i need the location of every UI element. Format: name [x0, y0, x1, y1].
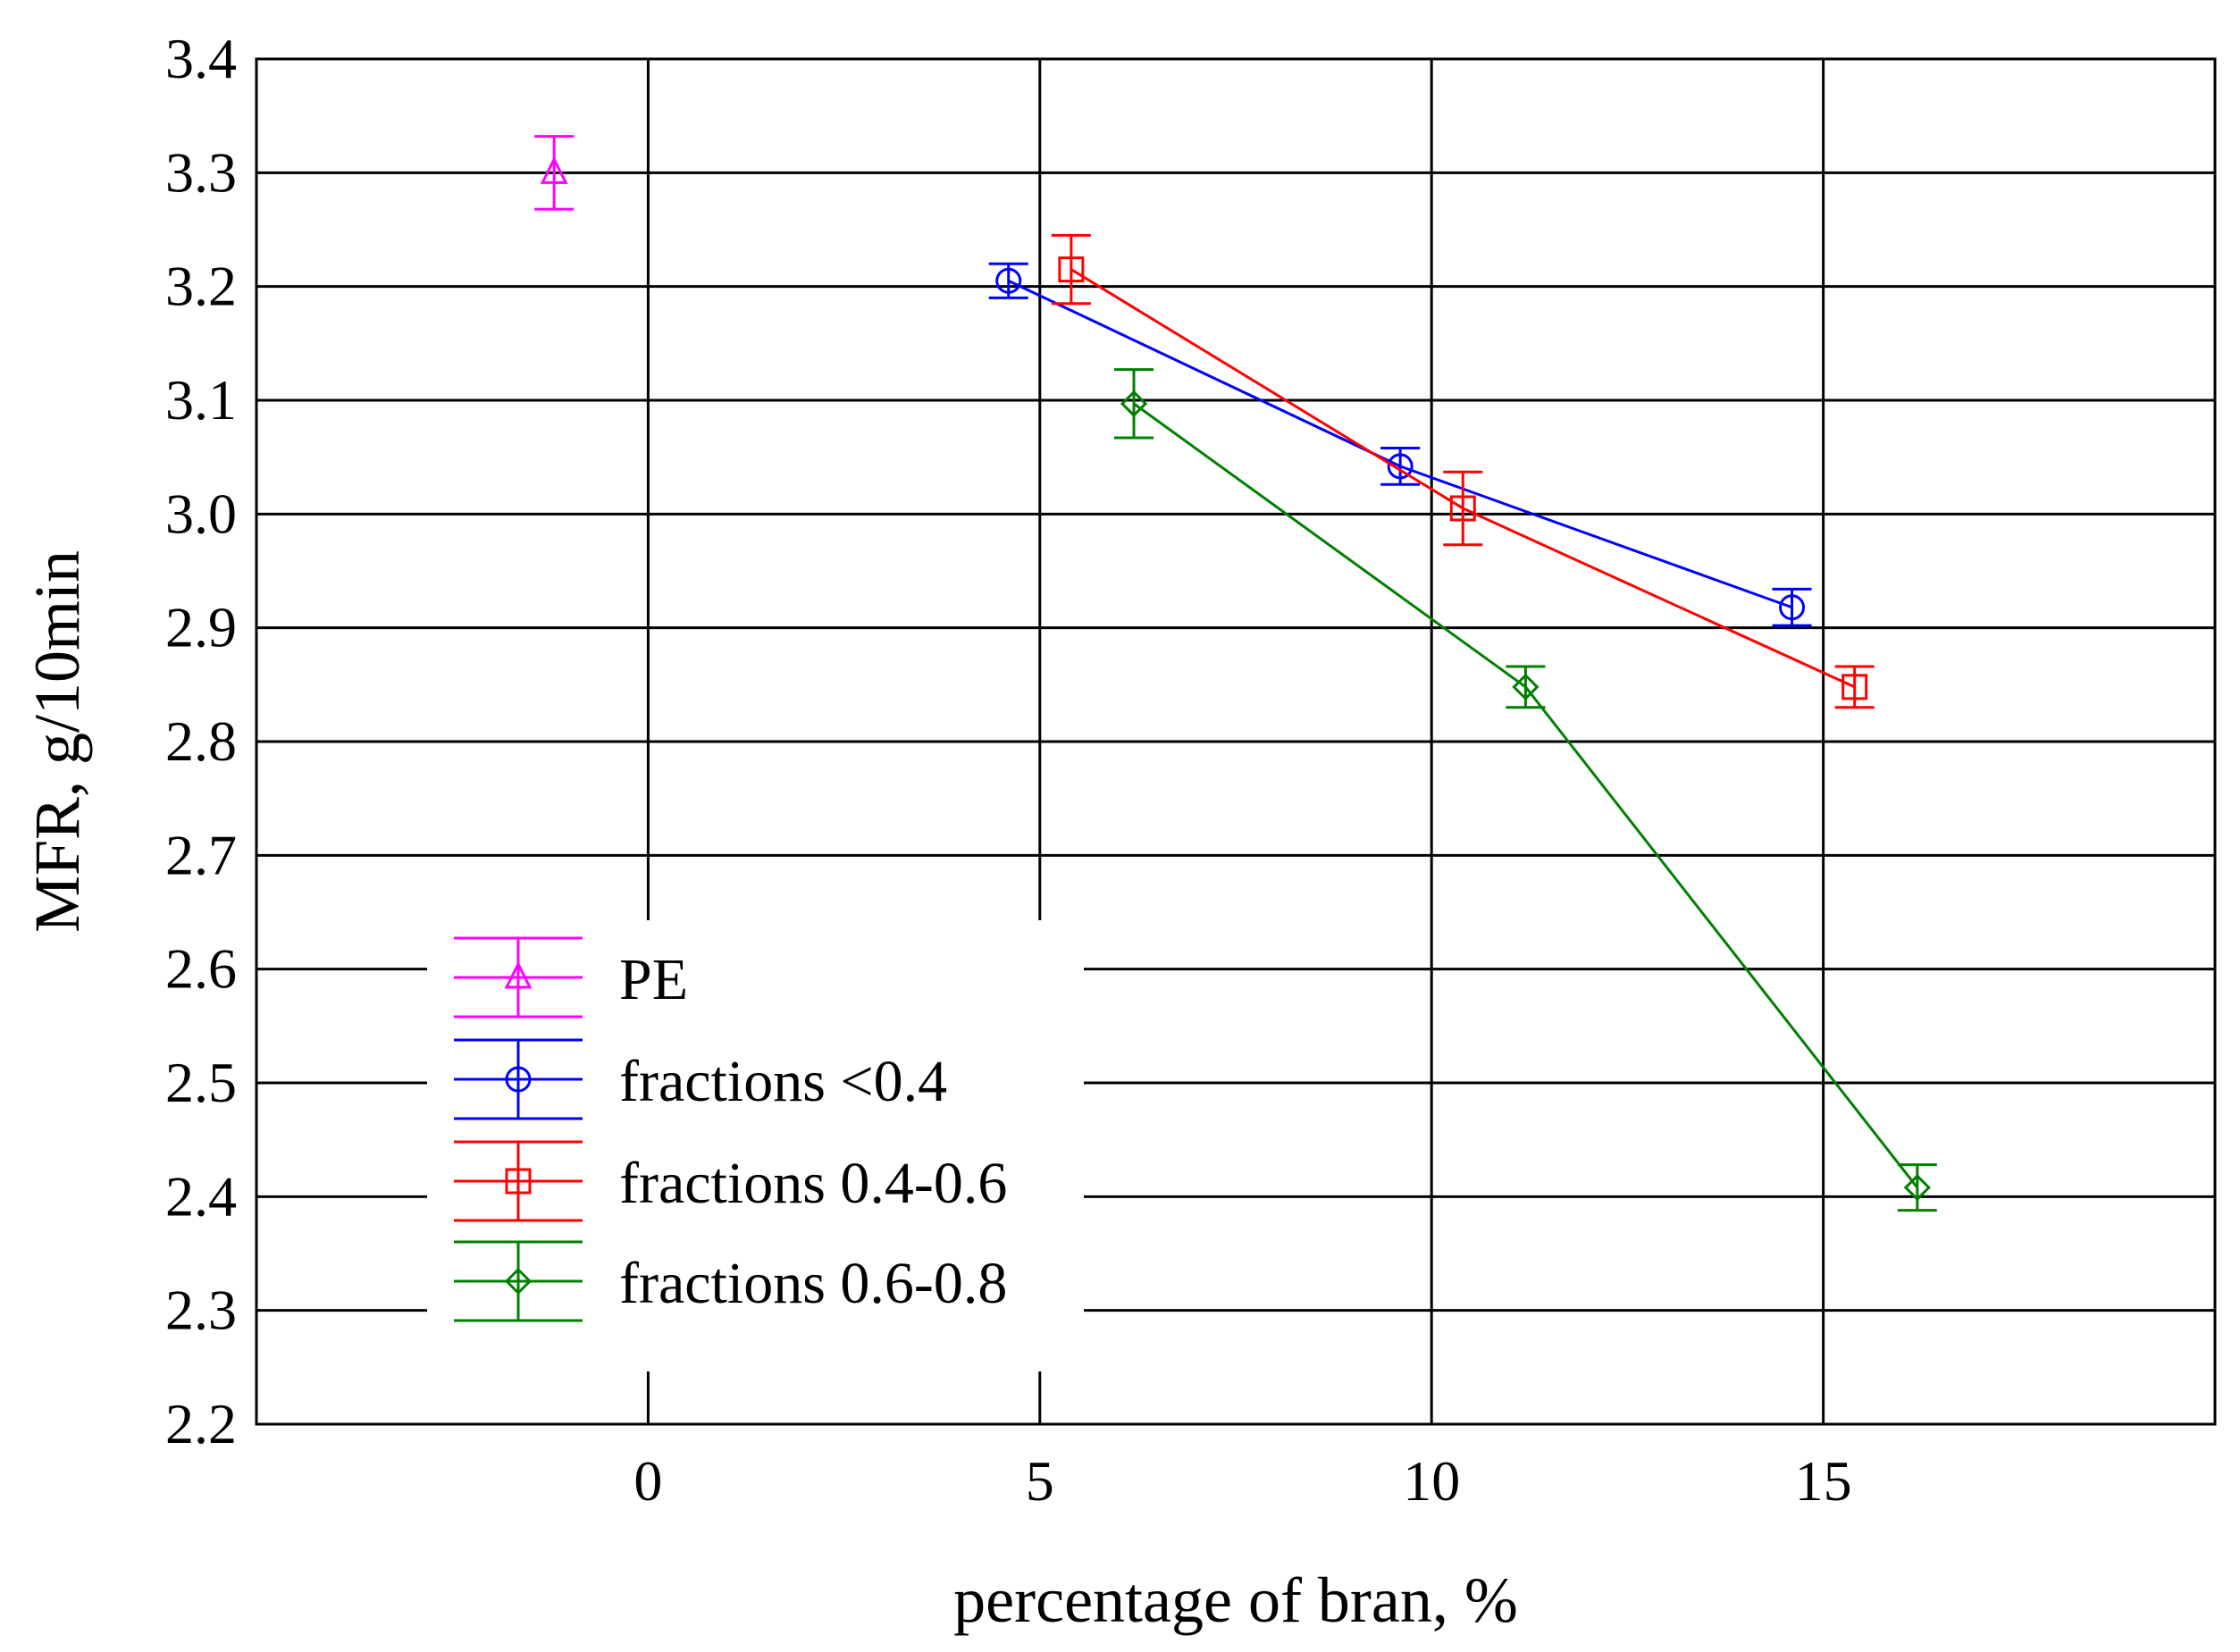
legend-box	[427, 920, 1084, 1371]
x-tick-labels: 0 5 10 15	[633, 1449, 1851, 1513]
legend-entry: fractions 0.6-0.8	[454, 1240, 1007, 1322]
x-tick-label: 10	[1403, 1449, 1460, 1513]
y-tick-label: 3.4	[165, 27, 237, 90]
y-tick-label: 2.7	[165, 823, 237, 886]
legend-marker	[505, 1168, 532, 1195]
plot-frame	[255, 57, 2217, 1426]
y-tick-labels: 2.2 2.3 2.4 2.5 2.6 2.7 2.8 2.9 3.0 3.1 3.2 3.3 3.4	[165, 27, 237, 1455]
series-fractions-0-4-0-6	[1051, 233, 1875, 709]
y-tick-label: 3.0	[165, 482, 237, 545]
legend-marker	[504, 960, 533, 989]
legend-label: fractions <0.4	[619, 1049, 947, 1114]
data-point	[1512, 673, 1539, 701]
y-tick-label: 2.8	[165, 709, 237, 773]
series-line	[1008, 279, 1793, 609]
legend-entry: fractions 0.4-0.6	[454, 1140, 1007, 1222]
y-tick-label: 2.2	[165, 1392, 237, 1455]
data-point	[1779, 594, 1806, 621]
legend-entry: fractions <0.4	[454, 1038, 947, 1120]
series-line	[1133, 402, 1918, 1189]
x-tick-label: 15	[1795, 1449, 1852, 1513]
data-point	[1841, 674, 1868, 700]
legend-marker	[505, 1066, 532, 1093]
series-fractions-0-4	[988, 262, 1812, 627]
data-point	[1387, 453, 1414, 480]
data-point	[1120, 390, 1148, 417]
data-point	[540, 155, 568, 184]
y-axis-label: MFR, g/10min	[21, 550, 93, 933]
legend-label: fractions 0.6-0.8	[619, 1251, 1007, 1316]
series-layer	[534, 135, 1937, 1212]
y-tick-label: 2.5	[165, 1051, 237, 1114]
x-tick-label: 0	[633, 1449, 662, 1513]
y-tick-label: 2.4	[165, 1164, 237, 1228]
series-fractions-0-6-0-8	[1114, 368, 1937, 1212]
series-pe	[534, 135, 575, 211]
data-point	[1449, 495, 1476, 522]
y-tick-label: 3.3	[165, 140, 237, 204]
legend-entry: PE	[454, 936, 688, 1019]
legend: PE fractions <0.4 fractions 0.4-0.6 fractio…	[427, 920, 1084, 1371]
y-tick-label: 3.1	[165, 368, 237, 432]
data-point	[995, 267, 1022, 294]
y-tick-label: 2.6	[165, 937, 237, 1001]
legend-label: PE	[619, 947, 688, 1012]
data-point	[1903, 1174, 1931, 1202]
y-tick-label: 2.9	[165, 596, 237, 659]
x-tick-label: 5	[1026, 1449, 1054, 1513]
legend-marker	[504, 1267, 533, 1296]
y-tick-label: 3.2	[165, 255, 237, 318]
x-axis-label: percentage of bran, %	[953, 1564, 1518, 1636]
y-tick-label: 2.3	[165, 1279, 237, 1342]
legend-label: fractions 0.4-0.6	[619, 1151, 1007, 1216]
data-point	[1058, 256, 1085, 283]
